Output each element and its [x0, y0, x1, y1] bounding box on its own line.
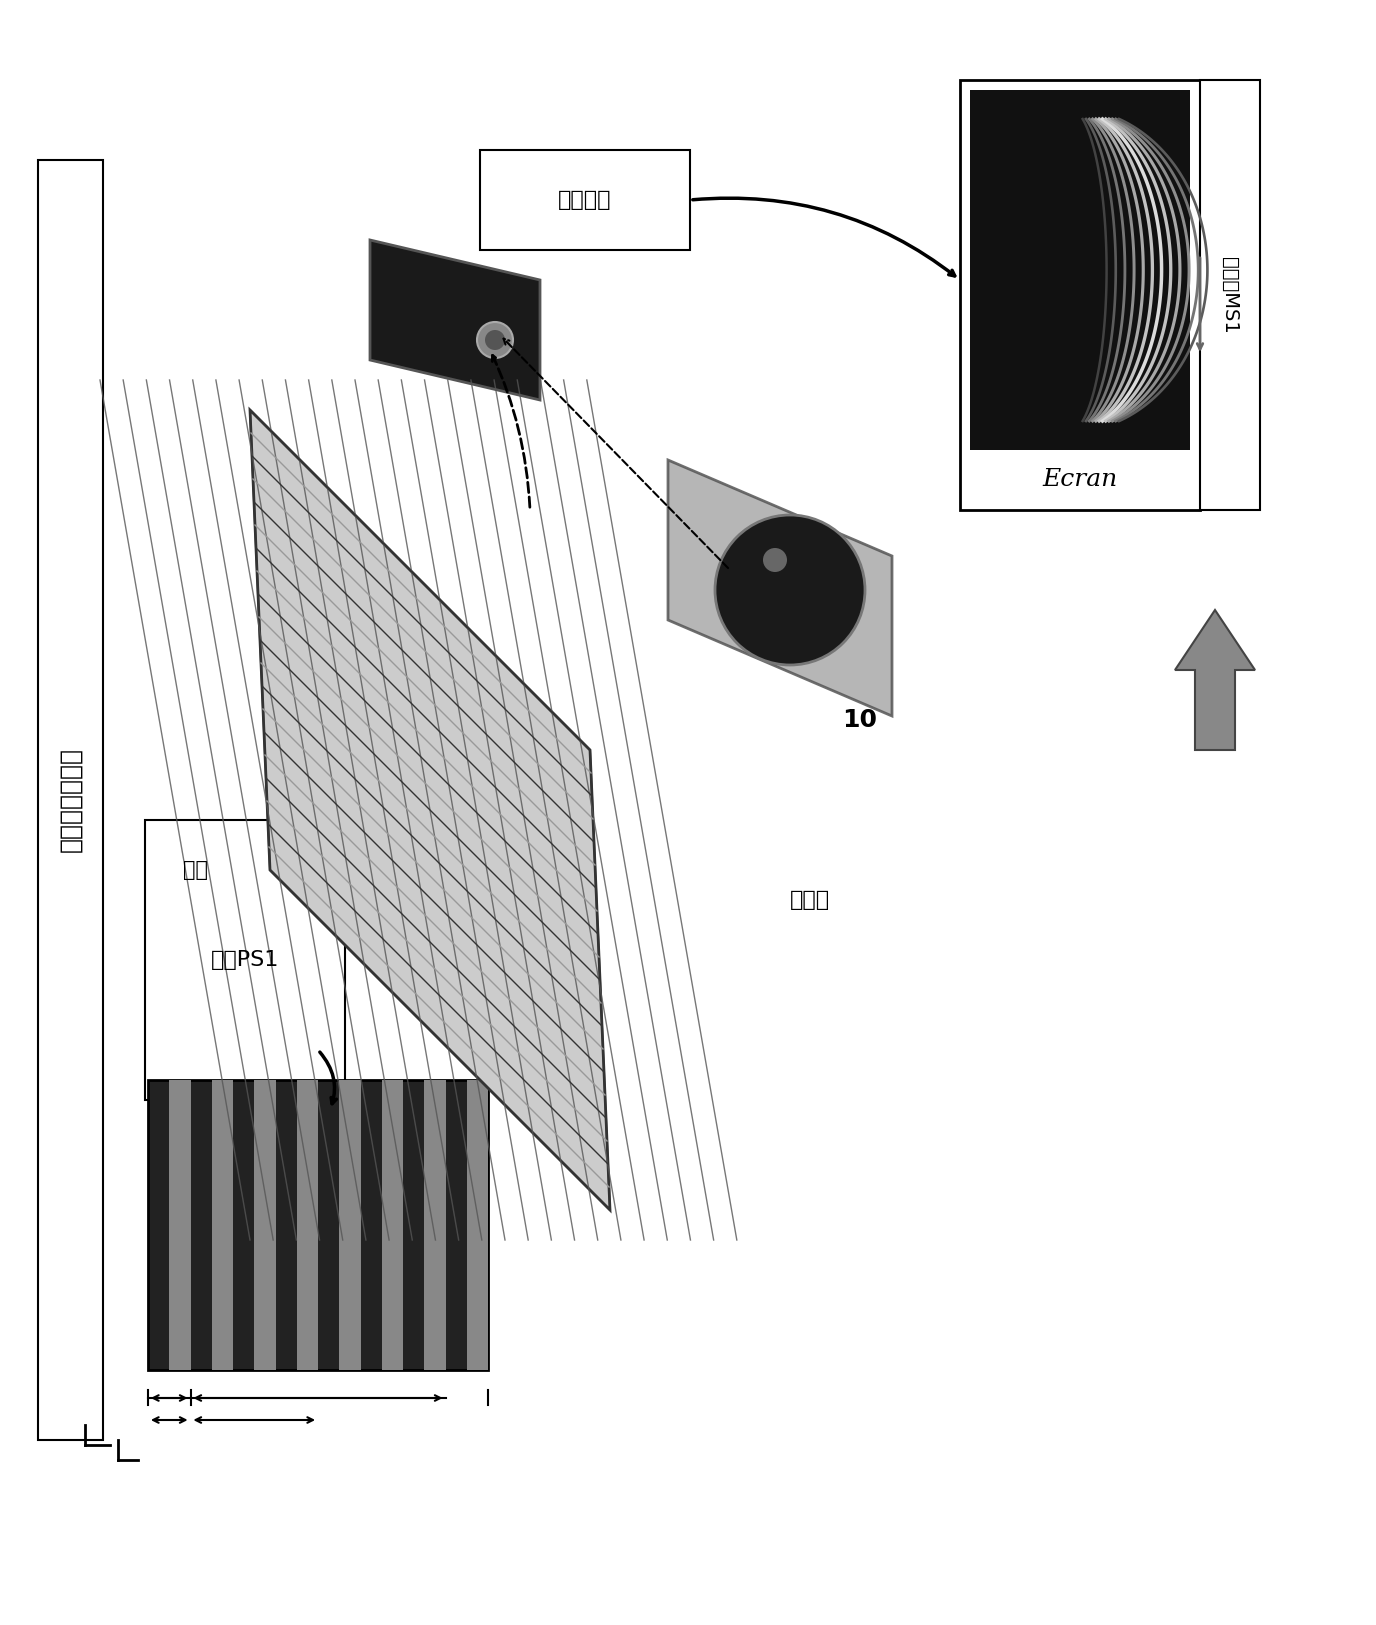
- Bar: [381, 1081, 403, 1370]
- Bar: [144, 821, 345, 1100]
- Polygon shape: [1175, 609, 1255, 751]
- Text: 周期性条纹光冊: 周期性条纹光冊: [59, 748, 83, 853]
- Bar: [960, 80, 1200, 510]
- Polygon shape: [667, 460, 892, 717]
- Circle shape: [764, 548, 787, 572]
- Text: 投影: 投影: [183, 860, 208, 881]
- Bar: [466, 1081, 488, 1370]
- Circle shape: [477, 322, 513, 358]
- Polygon shape: [250, 410, 610, 1211]
- Bar: [1200, 80, 1260, 510]
- Bar: [169, 1081, 190, 1370]
- Text: 反射面: 反射面: [790, 891, 830, 910]
- Polygon shape: [370, 240, 539, 400]
- Text: 屏幕PS1: 屏幕PS1: [211, 951, 279, 970]
- Circle shape: [716, 515, 866, 665]
- Bar: [255, 1081, 275, 1370]
- Text: 10: 10: [842, 708, 878, 731]
- Bar: [970, 89, 1190, 450]
- Circle shape: [484, 330, 505, 349]
- Bar: [149, 1081, 488, 1370]
- Bar: [340, 1081, 361, 1370]
- Text: Ecran: Ecran: [1043, 468, 1117, 491]
- Bar: [212, 1081, 233, 1370]
- Bar: [297, 1081, 318, 1370]
- Bar: [39, 159, 103, 1440]
- Bar: [424, 1081, 446, 1370]
- Text: 图像捕捾: 图像捕捾: [559, 190, 612, 210]
- Bar: [480, 150, 689, 250]
- Text: 法线图MS1: 法线图MS1: [1221, 257, 1240, 333]
